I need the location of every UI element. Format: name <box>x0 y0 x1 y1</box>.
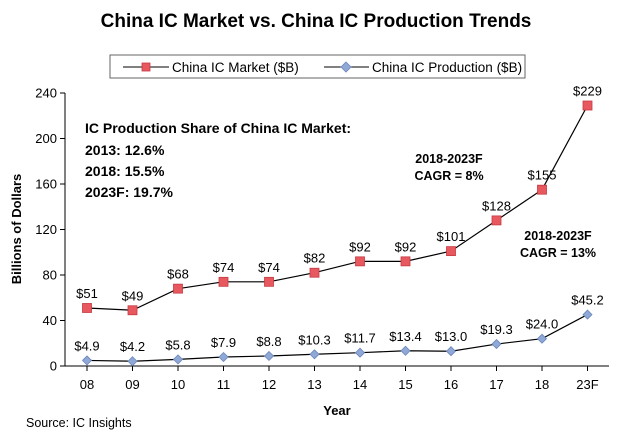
data-label: $19.3 <box>480 322 513 337</box>
data-label: $74 <box>213 260 235 275</box>
production-point <box>127 356 138 367</box>
y-tick-label: 240 <box>35 86 57 101</box>
market-point <box>173 283 183 294</box>
legend: China IC Market ($B) China IC Production… <box>109 54 526 79</box>
x-tick-label: 17 <box>489 377 503 392</box>
legend-production-label: China IC Production ($B) <box>372 60 522 75</box>
x-tick-label: 16 <box>444 377 458 392</box>
data-label: $229 <box>573 84 602 99</box>
data-label: $4.9 <box>74 338 99 353</box>
legend-production-marker <box>340 61 352 73</box>
y-tick-label: 200 <box>35 131 57 146</box>
data-label: $8.8 <box>256 334 281 349</box>
production-point <box>263 350 275 362</box>
x-axis: 08 09 10 11 12 13 14 15 16 17 18 23F <box>65 365 609 392</box>
x-tick-label: 13 <box>307 377 321 392</box>
market-cagr-value: CAGR = 8% <box>414 169 483 183</box>
data-label: $51 <box>76 286 98 301</box>
data-label: $74 <box>258 260 280 275</box>
data-label: $155 <box>528 168 557 183</box>
data-label: $49 <box>122 288 144 303</box>
x-tick-label: 23F <box>576 377 598 392</box>
legend-box <box>109 54 526 79</box>
x-tick-label: 15 <box>398 377 412 392</box>
share-line-2018: 2018: 15.5% <box>85 163 165 179</box>
production-point <box>309 349 320 360</box>
x-tick-label: 08 <box>80 377 94 392</box>
x-tick-label: 14 <box>353 377 367 392</box>
chart-title: China IC Market vs. China IC Production … <box>101 11 532 32</box>
share-heading: IC Production Share of China IC Market: <box>85 120 351 136</box>
market-point <box>264 276 274 287</box>
series-line <box>86 314 588 362</box>
data-label: $128 <box>482 198 511 213</box>
production-point <box>445 346 457 357</box>
market-point <box>309 267 320 278</box>
series-line <box>86 105 589 311</box>
market-point <box>537 184 547 195</box>
data-label: $13.4 <box>389 329 422 344</box>
data-label: $68 <box>167 267 189 282</box>
production-point <box>400 345 411 356</box>
y-axis-title: Billions of Dollars <box>9 174 24 285</box>
market-point <box>446 246 456 257</box>
x-axis-title: Year <box>323 403 350 418</box>
data-label: $4.2 <box>120 339 145 354</box>
market-point <box>127 305 138 316</box>
data-label: $82 <box>304 251 326 266</box>
data-label: $11.7 <box>344 331 376 346</box>
data-label: $10.3 <box>298 332 331 347</box>
y-tick-label: 40 <box>43 313 57 328</box>
data-label: $101 <box>437 229 466 244</box>
share-line-2023f: 2023F: 19.7% <box>85 184 173 200</box>
series-china-ic-market: $51 $49 $68 $74 $74 $82 $92 $92 $101 $128 $155 $229 <box>76 84 602 316</box>
data-label: $24.0 <box>526 317 559 332</box>
production-point <box>218 351 229 363</box>
legend-market-marker <box>141 62 151 72</box>
market-point <box>355 256 365 267</box>
market-cagr-period: 2018-2023F <box>415 152 483 166</box>
share-annotation: IC Production Share of China IC Market: … <box>85 120 351 200</box>
data-label: $13.0 <box>435 329 468 344</box>
production-point <box>354 347 366 358</box>
market-point <box>218 276 229 287</box>
source-note: Source: IC Insights <box>26 416 132 430</box>
y-tick-label: 120 <box>35 222 57 237</box>
data-label: $45.2 <box>571 293 604 308</box>
x-tick-label: 09 <box>125 377 139 392</box>
x-tick-label: 11 <box>217 377 231 392</box>
market-point <box>400 256 411 267</box>
production-point <box>172 354 184 365</box>
y-tick-label: 0 <box>50 359 57 374</box>
share-line-2013: 2013: 12.6% <box>85 142 165 158</box>
series-china-ic-production: $4.9 $4.2 $5.8 $7.9 $8.8 $10.3 $11.7 $13.4 $13.0… <box>74 293 604 367</box>
legend-market-label: China IC Market ($B) <box>172 60 299 75</box>
production-cagr-annotation: 2018-2023F CAGR = 13% <box>520 229 596 260</box>
production-point <box>536 333 548 344</box>
x-tick-label: 10 <box>171 377 185 392</box>
data-label: $92 <box>395 239 417 254</box>
market-point <box>82 303 92 313</box>
data-label: $7.9 <box>211 335 236 350</box>
production-cagr-period: 2018-2023F <box>524 229 592 243</box>
x-tick-label: 18 <box>535 377 549 392</box>
production-cagr-value: CAGR = 13% <box>520 246 596 260</box>
data-label: $5.8 <box>165 337 190 352</box>
data-label: $92 <box>349 239 371 254</box>
production-point <box>582 309 593 320</box>
y-tick-label: 160 <box>35 177 57 192</box>
production-point <box>81 355 93 366</box>
y-tick-label: 80 <box>43 268 57 283</box>
y-axis: 0 40 80 120 160 200 240 <box>35 86 66 374</box>
market-point <box>582 100 593 111</box>
market-cagr-annotation: 2018-2023F CAGR = 8% <box>414 152 483 183</box>
market-point <box>491 215 502 226</box>
x-tick-label: 12 <box>262 377 276 392</box>
production-point <box>491 338 502 350</box>
